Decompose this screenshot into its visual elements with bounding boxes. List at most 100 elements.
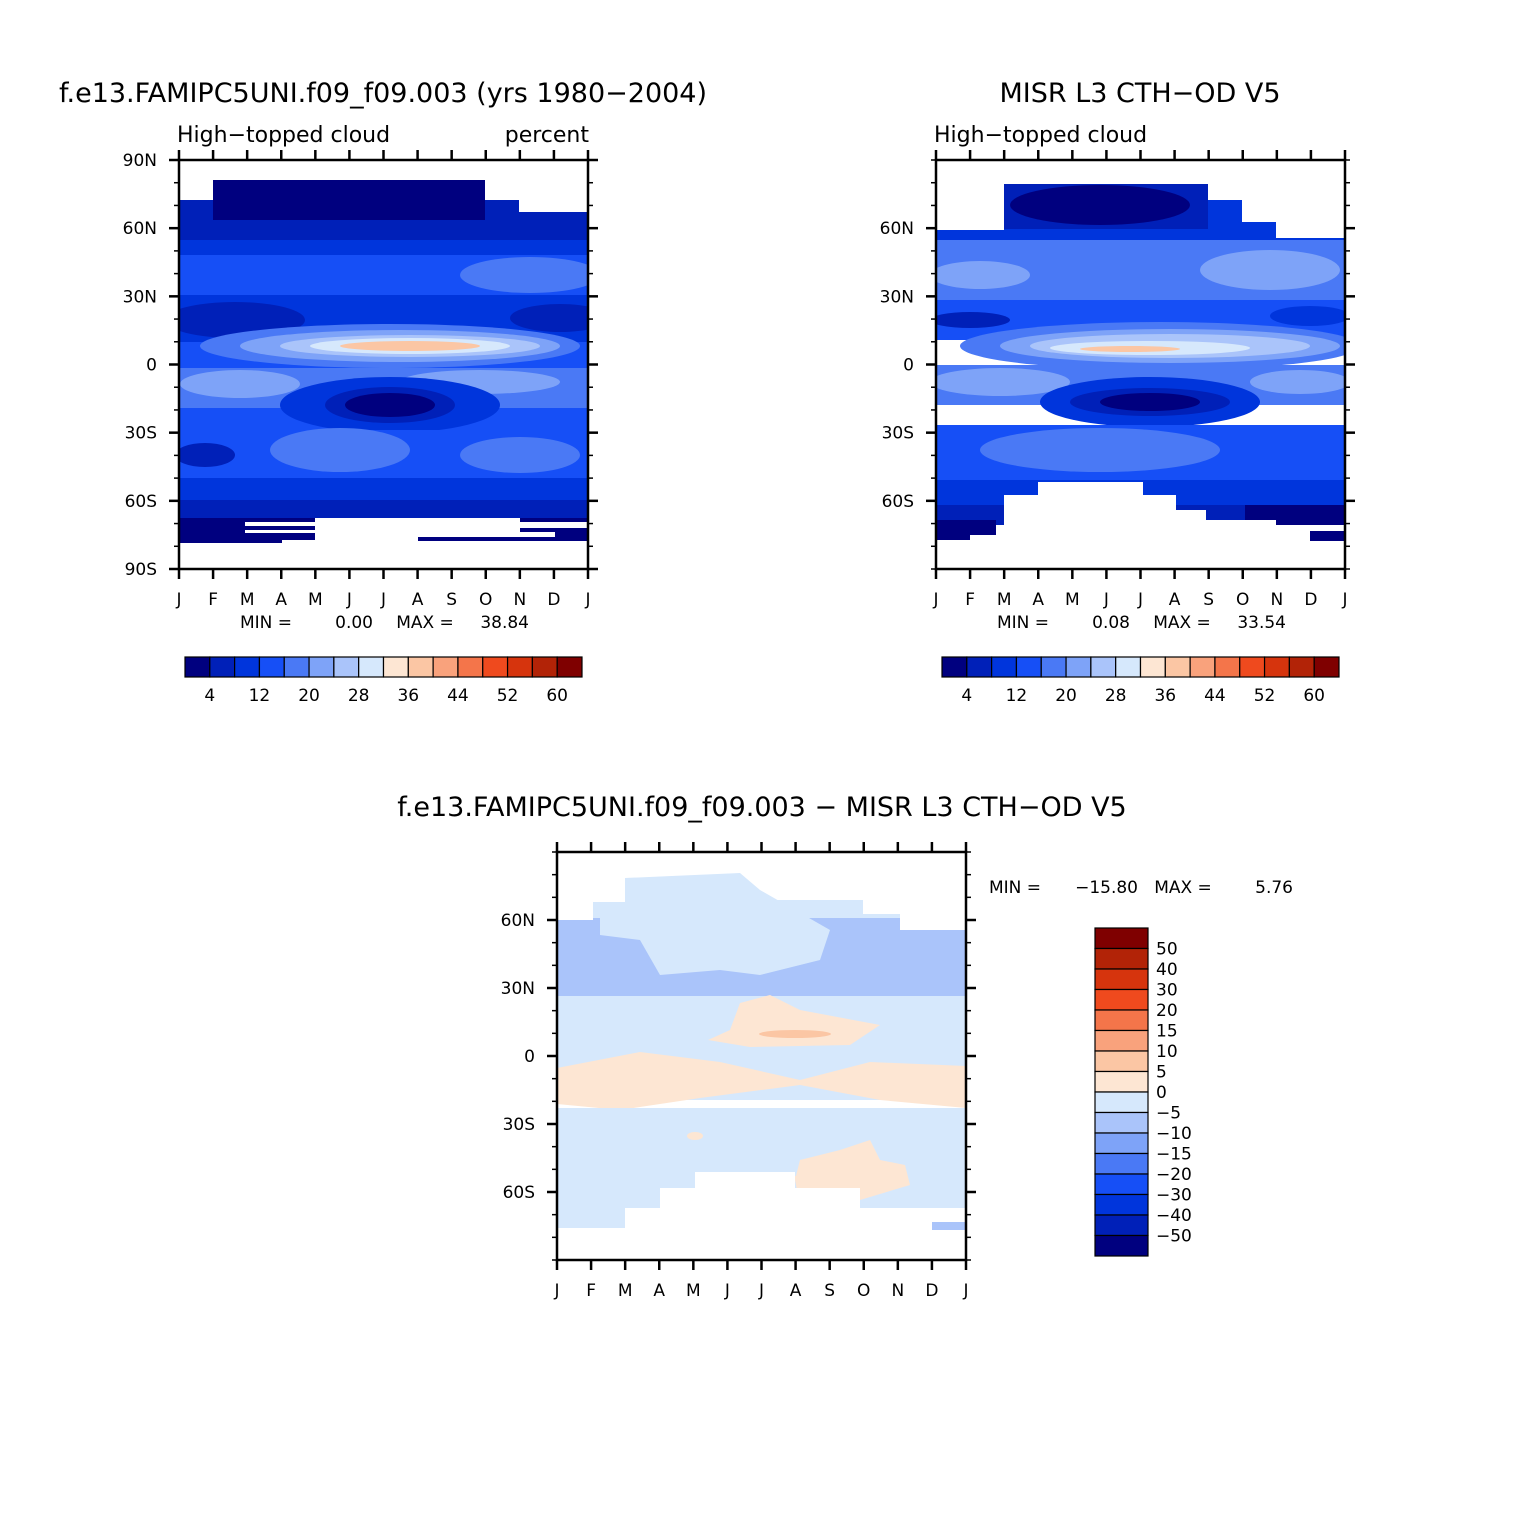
colorbar-label: −10 — [1156, 1124, 1192, 1144]
colorbar-label: 0 — [1156, 1083, 1167, 1103]
x-tick-label: D — [547, 590, 560, 610]
y-tick-label: 0 — [903, 356, 914, 376]
colorbar-label: −30 — [1156, 1186, 1192, 1206]
colorbar-box — [283, 656, 310, 678]
colorbar-box — [308, 656, 335, 678]
colorbar-box — [1040, 656, 1067, 678]
colorbar-label: 20 — [1055, 686, 1077, 706]
y-tick-label: 30N — [880, 287, 914, 307]
colorbar-label: 20 — [1156, 1001, 1178, 1021]
x-tick-label: J — [1341, 590, 1347, 610]
colorbar-label: 44 — [1204, 686, 1226, 706]
colorbar-box — [482, 656, 509, 678]
panel-obs-left-string: High−topped cloud — [934, 123, 1147, 148]
y-tick-label: 60S — [125, 492, 157, 512]
colorbar-label: 4 — [961, 686, 972, 706]
colorbar-box — [1094, 1029, 1149, 1052]
colorbar-box — [432, 656, 459, 678]
y-tick-label: 60N — [123, 219, 157, 239]
x-tick-label: J — [346, 590, 352, 610]
colorbar-box — [966, 656, 993, 678]
panel-diff: f.e13.FAMIPC5UNI.f09_f09.003 − MISR L3 C… — [397, 792, 1293, 1301]
x-tick-label: N — [891, 1281, 904, 1301]
x-tick-label: A — [653, 1281, 665, 1301]
x-tick-label: M — [240, 590, 255, 610]
panel-obs: MISR L3 CTH−OD V5 High−topped cloud — [880, 78, 1355, 706]
x-tick-label: O — [857, 1281, 870, 1301]
x-tick-label: A — [275, 590, 287, 610]
x-tick-label: S — [824, 1281, 835, 1301]
x-tick-label: M — [1065, 590, 1080, 610]
colorbar-box — [333, 656, 360, 678]
colorbar-label: 52 — [1254, 686, 1276, 706]
x-tick-label: M — [618, 1281, 633, 1301]
colorbar-box — [1313, 656, 1340, 678]
x-tick-label: M — [997, 590, 1012, 610]
colorbar-box — [1015, 656, 1042, 678]
panel-model-min-value: 0.00 — [335, 613, 373, 633]
colorbar-box — [1094, 968, 1149, 991]
colorbar-box — [1094, 1111, 1149, 1134]
colorbar-label: −40 — [1156, 1206, 1192, 1226]
panel-model-field — [179, 160, 588, 569]
panel-diff-max-label: MAX = — [1154, 878, 1212, 898]
colorbar-box — [1189, 656, 1216, 678]
y-tick-label: 60S — [882, 492, 914, 512]
x-tick-label: M — [308, 590, 323, 610]
colorbar-box — [1094, 1070, 1149, 1093]
colorbar-label: 40 — [1156, 960, 1178, 980]
colorbar-box — [358, 656, 385, 678]
colorbar-box — [1239, 656, 1266, 678]
colorbar-box — [457, 656, 484, 678]
colorbar-box — [1214, 656, 1241, 678]
x-tick-label: S — [446, 590, 457, 610]
colorbar-box — [1094, 1152, 1149, 1175]
panel-model-max-value: 38.84 — [480, 613, 529, 633]
x-tick-label: J — [553, 1281, 559, 1301]
y-tick-label: 0 — [524, 1047, 535, 1067]
colorbar-label: 10 — [1156, 1042, 1178, 1062]
panel-obs-title: MISR L3 CTH−OD V5 — [999, 78, 1280, 109]
colorbar-label: 28 — [1105, 686, 1127, 706]
colorbar-label: −15 — [1156, 1145, 1192, 1165]
x-tick-label: A — [790, 1281, 802, 1301]
x-tick-label: F — [965, 590, 975, 610]
panel-diff-min-value: −15.80 — [1075, 878, 1138, 898]
x-tick-label: J — [962, 1281, 968, 1301]
colorbar-box — [1094, 1050, 1149, 1073]
colorbar-box — [1094, 947, 1149, 970]
y-tick-label: 30N — [501, 979, 535, 999]
colorbar-label: −50 — [1156, 1227, 1192, 1247]
colorbar-box — [1094, 1009, 1149, 1032]
colorbar-box — [991, 656, 1018, 678]
panel-diff-min-label: MIN = — [989, 878, 1041, 898]
panel-obs-min-label: MIN = — [997, 613, 1049, 633]
colorbar-box — [556, 656, 583, 678]
y-tick-label: 90N — [123, 151, 157, 171]
colorbar-label: 5 — [1156, 1063, 1167, 1083]
panel-obs-min-value: 0.08 — [1092, 613, 1130, 633]
x-tick-label: D — [1304, 590, 1317, 610]
colorbar-box — [234, 656, 261, 678]
colorbar-box — [1094, 1214, 1149, 1237]
panel-model-units: percent — [505, 123, 590, 148]
panel-obs-max-label: MAX = — [1153, 613, 1211, 633]
x-tick-label: M — [686, 1281, 701, 1301]
colorbar-box — [258, 656, 285, 678]
panel-obs-colorbar: 4 12 20 28 36 44 52 60 — [941, 656, 1340, 706]
y-tick-label: 30S — [882, 424, 914, 444]
colorbar-box — [1094, 1173, 1149, 1196]
x-tick-label: A — [1169, 590, 1181, 610]
colorbar-label: 60 — [546, 686, 568, 706]
colorbar-box — [184, 656, 211, 678]
colorbar-box — [407, 656, 434, 678]
colorbar-box — [1094, 1132, 1149, 1155]
panel-model-max-label: MAX = — [396, 613, 454, 633]
panel-model-min-label: MIN = — [240, 613, 292, 633]
colorbar-label: 36 — [1154, 686, 1176, 706]
colorbar-label: 12 — [1006, 686, 1028, 706]
colorbar-box — [1065, 656, 1092, 678]
colorbar-label: −5 — [1156, 1104, 1181, 1124]
colorbar-box — [1090, 656, 1117, 678]
